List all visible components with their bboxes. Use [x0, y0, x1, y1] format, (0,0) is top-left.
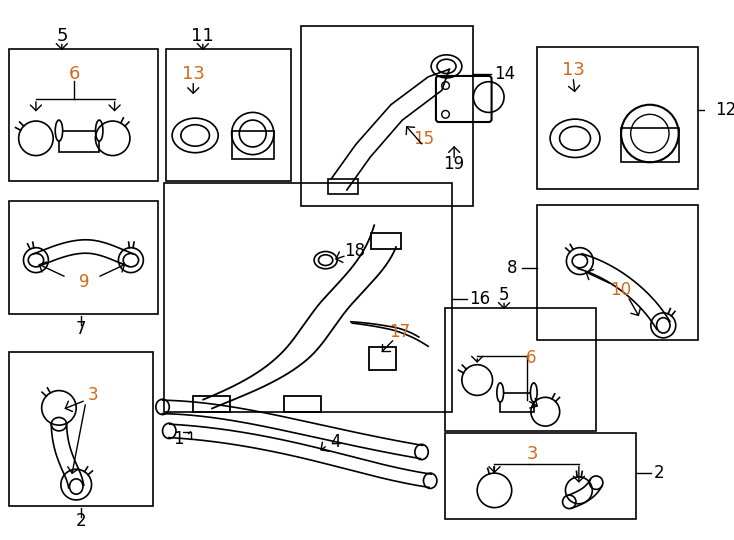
Text: 3: 3 — [88, 387, 99, 404]
Bar — [371, 233, 401, 248]
Text: 2: 2 — [654, 464, 664, 482]
Text: 1: 1 — [173, 429, 184, 448]
Bar — [368, 347, 396, 370]
Bar — [537, 47, 698, 189]
Text: 4: 4 — [330, 434, 341, 451]
Text: 8: 8 — [507, 259, 517, 277]
Text: 14: 14 — [495, 65, 515, 83]
Ellipse shape — [95, 120, 103, 141]
Text: 6: 6 — [68, 65, 80, 83]
Bar — [327, 179, 358, 194]
Text: 11: 11 — [192, 26, 214, 45]
Ellipse shape — [497, 383, 504, 402]
Bar — [445, 308, 596, 431]
Text: 5: 5 — [499, 286, 509, 303]
Text: 2: 2 — [76, 512, 87, 530]
Text: 16: 16 — [470, 289, 490, 307]
Bar — [9, 201, 158, 314]
Text: 10: 10 — [611, 281, 632, 299]
Bar — [9, 49, 158, 181]
Bar — [500, 393, 534, 411]
Text: 12: 12 — [715, 100, 734, 118]
Text: 13: 13 — [562, 61, 584, 79]
Text: 17: 17 — [389, 323, 410, 341]
Ellipse shape — [531, 383, 537, 402]
Bar — [537, 205, 698, 340]
Text: 3: 3 — [527, 445, 539, 463]
Text: 13: 13 — [182, 65, 205, 83]
Text: 18: 18 — [344, 241, 365, 260]
Text: 15: 15 — [413, 130, 434, 148]
Text: 5: 5 — [56, 26, 68, 45]
Bar — [193, 396, 230, 411]
Text: 19: 19 — [443, 155, 465, 173]
Bar — [9, 352, 153, 505]
Bar — [445, 433, 636, 519]
Bar — [59, 131, 99, 152]
Bar — [232, 131, 274, 159]
Bar — [621, 128, 679, 163]
Text: 7: 7 — [76, 320, 87, 338]
Bar — [164, 184, 452, 411]
Text: 6: 6 — [526, 349, 536, 367]
Bar — [284, 396, 321, 411]
Bar — [301, 26, 473, 206]
Bar — [167, 49, 291, 181]
Text: 9: 9 — [79, 273, 89, 291]
Ellipse shape — [55, 120, 62, 141]
